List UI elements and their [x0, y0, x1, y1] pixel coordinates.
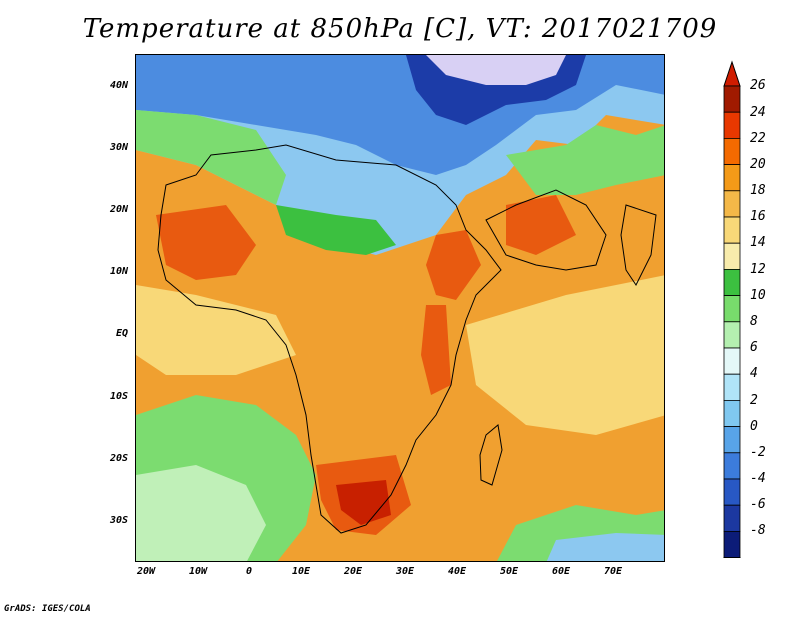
colorbar-segment [723, 452, 741, 480]
colorbar-label: 22 [750, 131, 766, 146]
colorbar-segment [723, 295, 741, 323]
lon-label-60e: 60E [551, 566, 571, 577]
hot-rift-valley [421, 305, 451, 395]
colorbar-segment [723, 426, 741, 454]
colorbar-over-triangle [723, 60, 741, 87]
green-band-sahara [276, 205, 396, 255]
colorbar-label: -6 [750, 497, 766, 512]
hot-west-africa [156, 205, 256, 280]
mild-gulf-of-guinea [136, 285, 296, 375]
colorbar-segment [723, 347, 741, 375]
colorbar-label: -8 [750, 523, 766, 538]
colorbar-segment [723, 111, 741, 139]
colorbar-segment [723, 190, 741, 218]
colorbar-label: 12 [750, 262, 766, 277]
very-hot-south-africa [336, 480, 391, 525]
colorbar-label: 0 [750, 419, 758, 434]
hot-horn-africa [426, 230, 481, 300]
colorbar-label: 24 [750, 105, 766, 120]
colorbar-segment [723, 504, 741, 532]
lon-label-20e: 20E [343, 566, 363, 577]
colorbar-label: 16 [750, 209, 766, 224]
green-band-arabia-north [506, 125, 664, 195]
lat-label-10s: 10S [109, 391, 128, 402]
colorbar-segment [723, 530, 741, 558]
grads-credit: GrADS: IGES/COLA [4, 604, 91, 614]
blue-south-indian [546, 533, 664, 561]
temperature-field [136, 55, 664, 561]
madagascar-coastline [479, 424, 503, 486]
colorbar-label: 26 [750, 78, 766, 93]
lon-label-10e: 10E [291, 566, 311, 577]
colorbar-label: -4 [750, 471, 766, 486]
lat-label-eq: EQ [115, 328, 128, 339]
lon-label-70e: 70E [603, 566, 623, 577]
lat-label-30n: 30N [109, 142, 128, 153]
colorbar-label: 6 [750, 340, 758, 355]
colorbar-segment [723, 164, 741, 192]
extreme-cold-core [426, 55, 566, 85]
colorbar-segment [723, 216, 741, 244]
colorbar-segment [723, 321, 741, 349]
colorbar-label: 20 [750, 157, 766, 172]
lat-label-40n: 40N [109, 80, 128, 91]
africa-coastline [157, 144, 502, 534]
lon-label-30e: 30E [395, 566, 415, 577]
arabia-coastline [485, 189, 607, 271]
lon-label-10w: 10W [188, 566, 208, 577]
colorbar-label: 10 [750, 288, 766, 303]
colorbar-segment [723, 268, 741, 296]
colorbar-label: 4 [750, 366, 758, 381]
lat-label-10n: 10N [109, 266, 128, 277]
lat-label-20s: 20S [109, 453, 128, 464]
colorbar-segment [723, 478, 741, 506]
colorbar-segment [723, 138, 741, 166]
lat-label-20n: 20N [109, 204, 128, 215]
map-title: Temperature at 850hPa [C], VT: 201702170… [82, 14, 718, 44]
lon-label-50e: 50E [499, 566, 519, 577]
lon-label-0: 0 [245, 566, 253, 577]
lon-label-40e: 40E [447, 566, 467, 577]
colorbar-label: 2 [750, 393, 758, 408]
colorbar-label: 14 [750, 235, 766, 250]
lon-label-20w: 20W [136, 566, 156, 577]
pale-south-atlantic [136, 465, 266, 561]
lat-label-30s: 30S [109, 515, 128, 526]
colorbar-segment [723, 399, 741, 427]
green-band-west [136, 110, 286, 205]
colorbar [723, 60, 741, 558]
colorbar-segment [723, 242, 741, 270]
mild-indian-ocean [466, 275, 664, 435]
temperature-map [135, 54, 665, 562]
colorbar-label: 18 [750, 183, 766, 198]
colorbar-segment [723, 85, 741, 113]
colorbar-label: -2 [750, 445, 766, 460]
colorbar-segment [723, 373, 741, 401]
colorbar-label: 8 [750, 314, 758, 329]
india-coastline [620, 204, 657, 286]
hot-arabia [506, 195, 576, 255]
